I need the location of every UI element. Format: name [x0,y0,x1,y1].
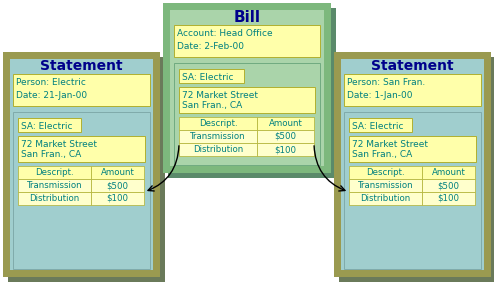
Bar [91,192,144,205]
Text: $500: $500 [438,181,459,190]
Bar [422,166,475,179]
Bar [13,112,150,269]
Text: Transmission: Transmission [27,181,82,190]
Text: 72 Market Street: 72 Market Street [21,140,97,149]
Text: San Fran., CA: San Fran., CA [352,150,412,159]
Bar [349,192,422,205]
Bar [422,179,475,192]
Text: 72 Market Street: 72 Market Street [182,91,258,100]
Bar [179,117,257,130]
Bar [334,52,491,277]
Bar [349,166,422,179]
Bar [179,130,257,143]
Text: Transmission: Transmission [358,181,413,190]
Text: Descript.: Descript. [199,119,237,128]
Text: Distribution: Distribution [361,194,411,203]
Text: Distribution: Distribution [193,145,243,154]
Bar [349,136,476,162]
Bar [179,87,315,113]
Bar [174,25,320,57]
Bar [18,166,91,179]
Bar [179,143,257,156]
Bar [349,118,412,132]
Bar [257,130,314,143]
Bar [349,179,422,192]
Text: 72 Market Street: 72 Market Street [352,140,428,149]
Text: Statement: Statement [40,59,123,73]
Bar [339,57,494,282]
Bar [10,59,153,270]
Text: Amount: Amount [432,168,465,177]
Bar [257,143,314,156]
Bar [18,136,145,162]
Bar [179,69,244,83]
Text: Amount: Amount [101,168,134,177]
Bar [8,57,165,282]
Text: Date: 1-Jan-00: Date: 1-Jan-00 [347,91,412,100]
Text: $500: $500 [107,181,128,190]
Text: Person: Electric: Person: Electric [16,78,86,87]
Text: Bill: Bill [234,10,260,25]
Text: $500: $500 [275,132,296,141]
Text: SA: Electric: SA: Electric [352,122,404,131]
Bar [344,112,481,269]
Bar [91,179,144,192]
Bar [18,179,91,192]
Text: $100: $100 [107,194,128,203]
Text: SA: Electric: SA: Electric [182,73,234,82]
Text: Date: 2-Feb-00: Date: 2-Feb-00 [177,42,244,51]
Text: Date: 21-Jan-00: Date: 21-Jan-00 [16,91,87,100]
Text: San Fran., CA: San Fran., CA [21,150,81,159]
Bar [170,10,324,166]
Bar [168,8,336,178]
Text: Statement: Statement [371,59,454,73]
Text: Transmission: Transmission [190,132,246,141]
Bar [3,52,160,277]
Bar [257,117,314,130]
Bar [174,63,320,165]
Text: $100: $100 [438,194,459,203]
Bar [91,166,144,179]
Bar [344,74,481,106]
Text: $100: $100 [275,145,296,154]
Text: SA: Electric: SA: Electric [21,122,73,131]
Bar [341,59,484,270]
Text: Distribution: Distribution [29,194,80,203]
Bar [163,3,331,173]
Text: Amount: Amount [269,119,302,128]
Bar [13,74,150,106]
Bar [422,192,475,205]
Text: San Fran., CA: San Fran., CA [182,102,242,111]
Text: Account: Head Office: Account: Head Office [177,29,273,38]
Bar [18,192,91,205]
Bar [18,118,81,132]
Text: Descript.: Descript. [35,168,74,177]
Text: Descript.: Descript. [366,168,405,177]
Text: Person: San Fran.: Person: San Fran. [347,78,425,87]
